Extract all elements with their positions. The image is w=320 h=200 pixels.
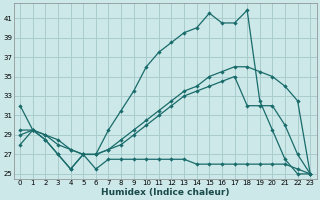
X-axis label: Humidex (Indice chaleur): Humidex (Indice chaleur) (101, 188, 229, 197)
